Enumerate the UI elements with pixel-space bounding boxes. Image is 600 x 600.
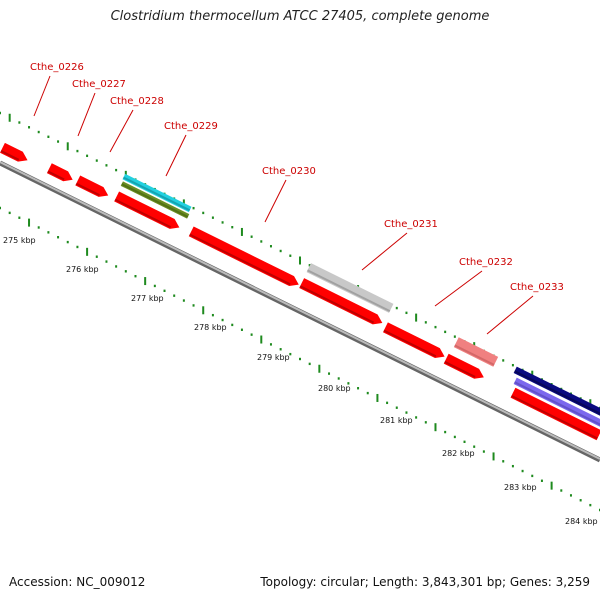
gray-feature [306,263,394,313]
cds-feature [114,191,180,229]
pink-feature [453,337,499,367]
scale-label: 284 kbp [565,517,598,526]
cds-feature [188,226,299,286]
gene-label: Cthe_0226 [30,62,84,73]
gene-leader-line [109,109,134,153]
cds-feature [299,278,383,325]
map-title: Clostridium thermocellum ATCC 27405, com… [110,9,490,24]
scale-label: 280 kbp [318,384,351,393]
cds-feature [46,163,73,182]
navy-feature [513,366,600,418]
gene-label: Cthe_0229 [164,121,218,132]
gene-leader-line [434,270,483,307]
gene-label: Cthe_0228 [110,96,164,107]
cds-feature [0,142,28,162]
cds-feature [510,387,600,441]
gene-label: Cthe_0227 [72,79,126,90]
gene-label: Cthe_0232 [459,257,513,268]
gene-label: Cthe_0231 [384,219,438,230]
cyan-feature [122,173,192,213]
slate-feature [513,377,600,429]
gene-leader-line [486,295,534,335]
gene-leader-line [361,232,408,271]
scale-label: 282 kbp [442,449,475,458]
gene-leader-line [165,134,187,177]
scale-label: 275 kbp [3,236,36,245]
olive-feature [120,181,190,219]
cds-feature [443,353,484,379]
scale-label: 277 kbp [131,294,164,303]
gene-leader-line [264,179,287,223]
gene-label: Cthe_0230 [262,166,316,177]
scale-label: 278 kbp [194,323,227,332]
gene-leader-line [77,92,96,137]
cds-feature [382,322,445,359]
scale-label: 281 kbp [380,416,413,425]
cds-feature [75,175,109,197]
scale-label: 279 kbp [257,353,290,362]
scale-label: 283 kbp [504,483,537,492]
scale-label: 276 kbp [66,265,99,274]
genome-summary: Topology: circular; Length: 3,843,301 bp… [260,575,590,589]
gene-leader-line [33,75,51,117]
backbone-highlight [0,161,600,460]
gene-label: Cthe_0233 [510,282,564,293]
accession-label: Accession: NC_009012 [9,575,146,589]
